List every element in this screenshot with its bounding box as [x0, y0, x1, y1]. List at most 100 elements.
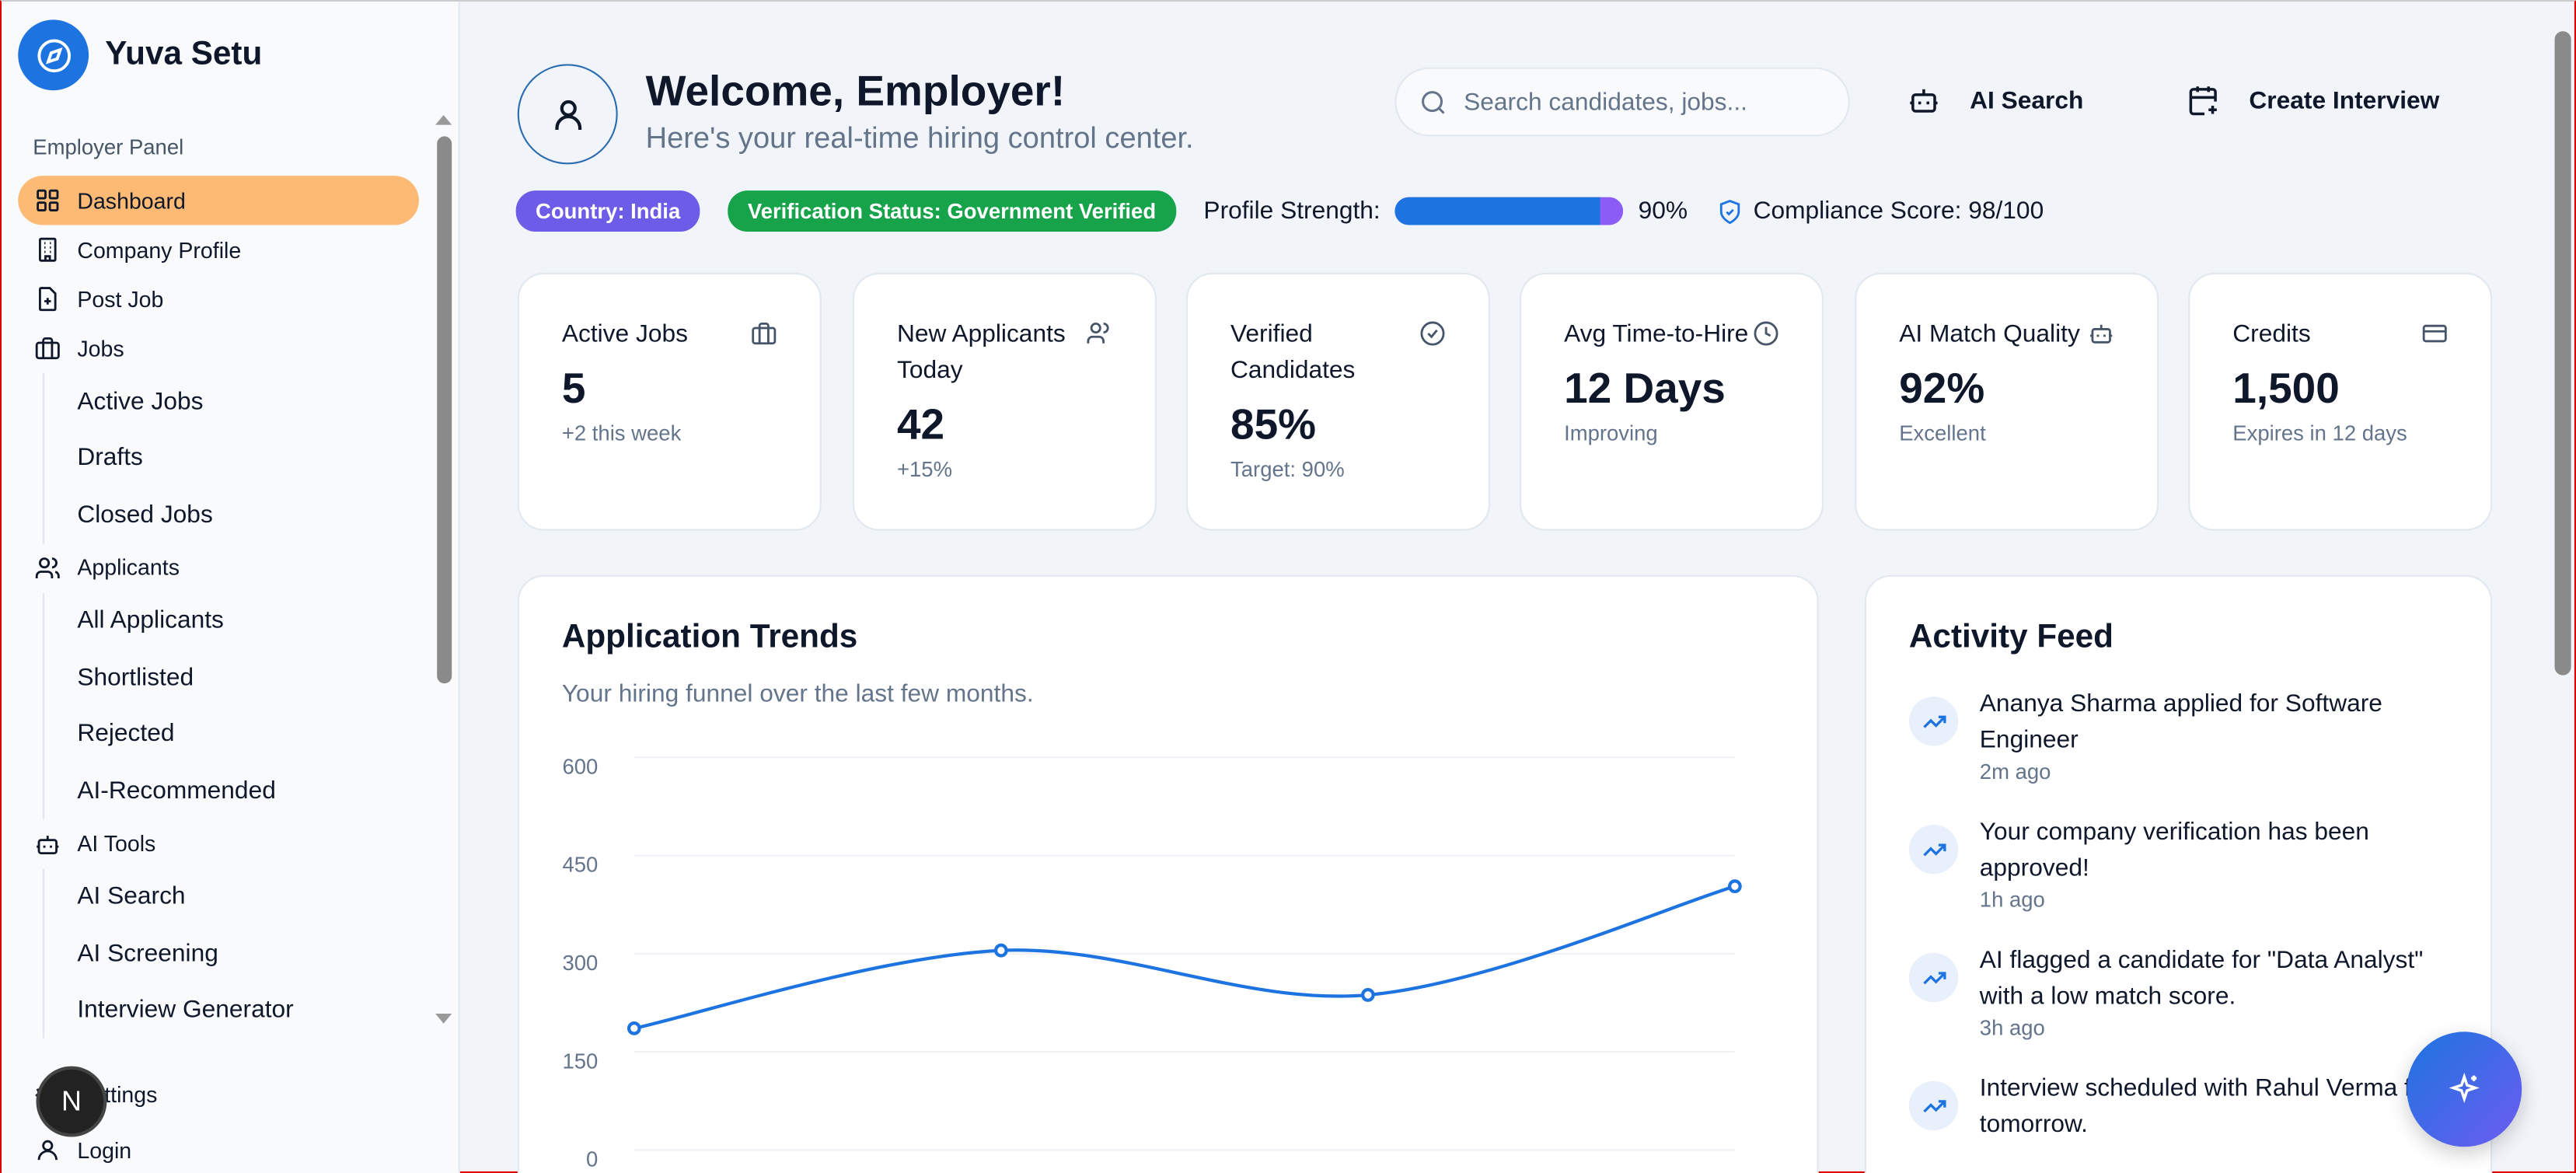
ai-assistant-button[interactable]: [2407, 1032, 2522, 1147]
data-point[interactable]: [993, 943, 1008, 958]
sidebar-item-login[interactable]: Login: [18, 1126, 419, 1173]
trends-title: Application Trends: [561, 619, 858, 656]
stat-card[interactable]: Avg Time-to-Hire 12 Days Improving: [1520, 272, 1824, 531]
trending-up-icon: [1908, 696, 1959, 746]
feed-text: Ananya Sharma applied for Software Engin…: [1979, 689, 2382, 755]
calendar-plus-icon: [2189, 86, 2217, 116]
feed-time: 2m ago: [1979, 759, 2051, 784]
check-circle-icon: [1420, 321, 1445, 346]
data-point[interactable]: [1360, 988, 1375, 1002]
application-trends-card: Application Trends Your hiring funnel ov…: [517, 574, 1819, 1173]
stat-card[interactable]: Active Jobs 5 +2 this week: [517, 272, 822, 531]
feed-title: Activity Feed: [1908, 619, 2114, 656]
profile-strength-fill: [1394, 197, 1601, 225]
stat-card[interactable]: Credits 1,500 Expires in 12 days: [2188, 272, 2493, 531]
next-dev-badge[interactable]: N: [36, 1066, 107, 1137]
stat-card[interactable]: Verified Candidates 85% Target: 90%: [1185, 272, 1490, 531]
profile-strength-label: Profile Strength:: [1203, 197, 1380, 225]
sidebar-item-label: Dashboard: [77, 187, 186, 213]
stat-subtext: Improving: [1564, 421, 1658, 445]
sidebar-item-label: Company Profile: [77, 237, 242, 263]
search-input[interactable]: Search candidates, jobs...: [1394, 67, 1850, 137]
trending-up-icon: [1908, 952, 1959, 1003]
sidebar-subitem-rejected[interactable]: Rejected: [77, 720, 175, 749]
sidebar-subitem-ai-search[interactable]: AI Search: [77, 882, 186, 911]
compass-logo-icon[interactable]: [18, 19, 89, 91]
data-point[interactable]: [1728, 879, 1742, 894]
sidebar-subitem-drafts[interactable]: Drafts: [77, 444, 143, 473]
sidebar-subitem-all-applicants[interactable]: All Applicants: [77, 606, 224, 635]
sidebar-subitem-closed-jobs[interactable]: Closed Jobs: [77, 501, 213, 529]
sidebar-item-label: Post Job: [77, 286, 164, 312]
feed-time: 3h ago: [1979, 1015, 2045, 1040]
sidebar-subitem-shortlisted[interactable]: Shortlisted: [77, 663, 194, 692]
create-interview-label: Create Interview: [2249, 86, 2440, 114]
sidebar-scrollbar-thumb[interactable]: [437, 136, 452, 684]
stat-label: AI Match Quality: [1899, 320, 2080, 349]
profile-strength-value: 90%: [1638, 197, 1688, 225]
feed-text: AI flagged a candidate for "Data Analyst…: [1979, 946, 2424, 1011]
sidebar-item-label: Jobs: [77, 336, 124, 361]
sidebar-subitem-active-jobs[interactable]: Active Jobs: [77, 387, 204, 416]
sidebar-item-post-job[interactable]: Post Job: [18, 274, 419, 323]
sidebar-subitem-ai-screening[interactable]: AI Screening: [77, 939, 218, 968]
stat-label: Avg Time-to-Hire: [1564, 320, 1749, 349]
y-tick-label: 150: [562, 1049, 598, 1073]
stat-label: New Applicants Today: [896, 320, 1066, 385]
trending-up-icon: [1908, 824, 1959, 875]
shield-check-icon: [1720, 198, 1740, 224]
sidebar-item-label: AI Tools: [77, 831, 156, 857]
feed-item[interactable]: Interview scheduled with Rahul Verma for…: [1908, 1071, 2448, 1143]
stat-subtext: Expires in 12 days: [2232, 421, 2407, 445]
feed-time: 1h ago: [1979, 887, 2045, 913]
ai-search-button[interactable]: AI Search: [1908, 84, 2083, 117]
y-tick-label: 300: [562, 951, 598, 975]
verification-badge: Verification Status: Government Verified: [728, 190, 1176, 232]
grid-icon: [37, 189, 59, 211]
stat-card[interactable]: New Applicants Today 42 +15%: [852, 272, 1157, 531]
trends-subtitle: Your hiring funnel over the last few mon…: [561, 679, 1034, 708]
ai-tools-submenu: AI Search AI Screening Interview Generat…: [42, 868, 432, 1039]
sidebar-scrollbar[interactable]: [434, 103, 453, 1040]
stat-subtext: +2 this week: [561, 421, 682, 445]
sidebar-item-label: Login: [77, 1137, 132, 1163]
sidebar-subitem-ai-recommended[interactable]: AI-Recommended: [77, 777, 276, 805]
profile-strength-bar: [1394, 197, 1624, 225]
main-content: Welcome, Employer! Here's your real-time…: [462, 2, 2574, 1173]
avatar[interactable]: [517, 64, 618, 165]
briefcase-icon: [35, 337, 60, 360]
y-tick-label: 600: [562, 754, 598, 778]
sidebar-item-company-profile[interactable]: Company Profile: [18, 225, 419, 274]
feed-item[interactable]: Ananya Sharma applied for Software Engin…: [1908, 686, 2448, 785]
trending-up-icon: [1908, 1080, 1959, 1131]
compliance-score: Compliance Score: 98/100: [1753, 197, 2044, 225]
sidebar-item-ai-tools[interactable]: AI Tools: [18, 819, 419, 868]
sidebar-subitem-interview-generator[interactable]: Interview Generator: [77, 996, 294, 1025]
status-row: Country: India Verification Status: Gove…: [515, 190, 2044, 232]
search-placeholder: Search candidates, jobs...: [1464, 88, 1747, 117]
feed-text: Interview scheduled with Rahul Verma for…: [1979, 1074, 2434, 1139]
file-plus-icon: [39, 287, 57, 312]
sidebar-item-applicants[interactable]: Applicants: [18, 543, 419, 592]
sidebar-item-dashboard[interactable]: Dashboard: [18, 176, 419, 225]
feed-item[interactable]: AI flagged a candidate for "Data Analyst…: [1908, 943, 2448, 1042]
create-interview-button[interactable]: Create Interview: [2187, 84, 2439, 117]
bot-icon: [37, 835, 59, 854]
applicants-submenu: All Applicants Shortlisted Rejected AI-R…: [42, 592, 432, 819]
stat-card[interactable]: AI Match Quality 92% Excellent: [1855, 272, 2159, 531]
trends-chart: 600 450 300 150 0: [562, 754, 1742, 1171]
y-tick-label: 0: [586, 1147, 598, 1171]
stat-value: 5: [561, 363, 586, 413]
stat-value: 92%: [1899, 363, 1985, 413]
bot-icon: [2090, 324, 2113, 344]
page-title: Welcome, Employer!: [645, 65, 1066, 115]
stat-subtext: Excellent: [1899, 421, 1986, 445]
page-scrollbar[interactable]: [2554, 31, 2571, 676]
feed-item[interactable]: Your company verification has been appro…: [1908, 815, 2448, 913]
data-point[interactable]: [627, 1021, 641, 1035]
sidebar-nav: Dashboard Company Profile Post Job Jobs …: [2, 176, 432, 1173]
user-icon: [37, 1140, 58, 1161]
country-badge: Country: India: [515, 190, 700, 232]
sidebar-item-jobs[interactable]: Jobs: [18, 323, 419, 372]
